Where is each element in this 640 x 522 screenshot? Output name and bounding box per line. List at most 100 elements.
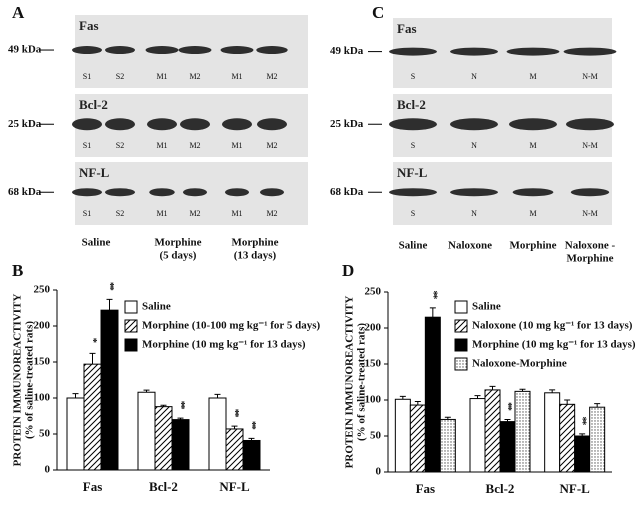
blot-protein: NF-L [397,165,428,180]
lane-label: M [529,141,536,150]
significance: ** [502,402,514,412]
error-bar [231,425,238,429]
blot-protein: Bcl-2 [397,97,426,112]
y-axis-label: (% of saline-treated rats) [356,323,368,441]
y-tick-label: 0 [45,464,51,476]
y-tick-label: 50 [39,428,51,440]
bar [559,403,576,473]
blot-band [566,118,614,131]
legend-swatch [124,319,138,333]
lane-label: M [529,209,536,218]
error-bar [160,404,167,407]
blot-band [145,46,179,55]
blot-band [509,118,557,131]
error-bar [504,418,511,422]
blot-band [225,188,249,197]
bar [484,389,501,473]
lane-label: S [411,72,415,81]
bar [208,397,227,471]
kda-label: 25 kDa [330,118,364,130]
bar [409,404,426,473]
kda-label: 68 kDa [8,186,42,198]
error-bar [414,400,421,406]
y-tick-label: 100 [365,394,382,406]
panel-letter: D [342,261,354,280]
lane-label: N [471,72,477,81]
error-bar [429,307,436,318]
bar [544,392,561,473]
bar [225,428,244,471]
error-bar [519,388,526,392]
blot-band [450,118,498,131]
significance: * [87,338,99,344]
error-bar [564,399,571,405]
bar [100,309,119,471]
blot-band [180,118,210,131]
lane-label: S [411,141,415,150]
group-label: Morphine [154,237,201,249]
error-bar [72,393,79,398]
lane-label: S2 [116,141,124,150]
blot-band [183,188,207,197]
legend-label: Morphine (10 mg kg⁻¹ for 13 days) [142,339,306,351]
lane-label: M2 [189,141,200,150]
lane-label: M1 [156,72,167,81]
y-tick-label: 250 [365,286,382,298]
error-bar [579,433,586,436]
legend-label: Naloxone-Morphine [472,358,567,370]
bar [469,398,486,473]
blot-band [105,188,135,197]
lane-label: M1 [231,209,242,218]
blot-band [450,188,498,197]
blot-band [222,118,252,131]
kda-label: 49 kDa [330,45,364,57]
blot-band [570,188,610,197]
blot-band [257,118,287,131]
error-bar [444,416,451,420]
lane-label: S1 [83,141,91,150]
significance: ** [427,290,439,300]
bar [439,418,456,473]
bar [83,363,102,471]
blot-band [72,188,102,197]
blot-band [220,46,254,55]
lane-label: S [411,209,415,218]
error-bar [549,389,556,393]
legend-label: Saline [472,301,501,313]
lane-label: S1 [83,72,91,81]
group-label: Saline [399,240,428,252]
y-axis-label: PROTEIN IMMUNOREACTIVITY [12,294,24,467]
error-bar [474,395,481,399]
significance: ** [104,282,116,292]
x-tick-label: NF-L [559,481,590,496]
group-label: (13 days) [234,250,277,262]
lane-label: M1 [156,141,167,150]
blot-band [563,47,617,56]
bar [589,406,606,473]
x-tick-label: Fas [83,479,103,494]
bar [424,316,441,473]
blot-band [178,46,212,55]
lane-label: N [471,141,477,150]
legend-label: Morphine (10 mg kg⁻¹ for 13 days) [472,339,636,351]
lane-label: M1 [231,141,242,150]
lane-label: M2 [189,72,200,81]
blot-band [105,118,135,131]
error-bar [177,417,184,420]
error-bar [106,298,113,311]
legend-label: Saline [142,301,171,313]
x-tick-label: Bcl-2 [486,481,515,496]
legend-label: Morphine (10-100 mg kg⁻¹ for 5 days) [142,320,321,332]
blot-band [389,188,437,197]
blot-band [256,46,288,55]
blot-band [450,47,498,56]
lane-label: N-M [582,141,598,150]
blot-protein: Fas [79,18,99,33]
blot-band [260,188,284,197]
group-label: Naloxone - [565,240,616,252]
lane-label: M2 [266,141,277,150]
blot-band [105,46,135,55]
group-label: Morphine [509,240,556,252]
lane-label: N-M [582,209,598,218]
